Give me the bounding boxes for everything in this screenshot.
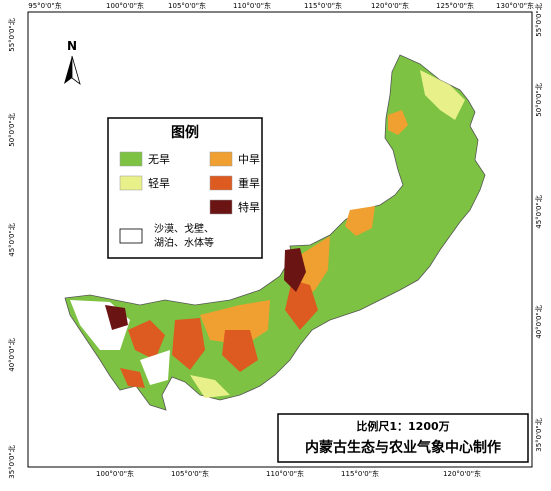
credit: 内蒙古生态与农业气象中心制作 [305, 439, 501, 456]
patch [284, 248, 306, 292]
latitude-label: 45°0'0"北 [535, 195, 543, 228]
latitude-label: 35°0'0"北 [8, 445, 16, 478]
longitude-label: 120°0'0"东 [443, 469, 481, 478]
legend-label: 无旱 [148, 153, 170, 166]
patch [345, 206, 375, 236]
legend-swatch [119, 175, 143, 191]
patch [300, 236, 330, 300]
patch [128, 320, 165, 360]
patch [120, 368, 145, 388]
legend-swatch [119, 228, 143, 244]
legend-swatch [209, 199, 233, 215]
legend-swatch [209, 151, 233, 167]
longitude-label: 105°0'0"东 [168, 1, 206, 10]
legend-label: 中旱 [238, 153, 260, 166]
patch [200, 300, 270, 345]
region [64, 54, 486, 411]
legend-swatch [119, 151, 143, 167]
north-arrow: N [64, 39, 81, 86]
latitude-label: 55°0'0"北 [535, 3, 543, 36]
longitude-label: 115°0'0"东 [304, 1, 342, 10]
legend-label: 轻旱 [148, 176, 170, 190]
patch [190, 375, 230, 398]
latitude-label: 55°0'0"北 [8, 18, 16, 51]
latitude-label: 40°0'0"北 [535, 305, 543, 338]
longitude-label: 120°0'0"东 [371, 1, 409, 10]
region-outline [64, 54, 486, 411]
longitude-label: 110°0'0"东 [266, 469, 304, 478]
longitude-label: 115°0'0"东 [341, 469, 379, 478]
longitude-label: 100°0'0"东 [96, 469, 134, 478]
latitude-label: 40°0'0"北 [8, 338, 16, 371]
map-frame [27, 11, 533, 468]
patch [105, 305, 128, 330]
patch [285, 280, 318, 330]
longitude-label: 100°0'0"东 [106, 1, 144, 10]
north-label: N [67, 39, 77, 53]
legend-label: 重旱 [238, 176, 260, 190]
arrow [71, 55, 81, 86]
legend-swatch [209, 175, 233, 191]
scale: 比例尺1：1200万 [356, 419, 449, 433]
latitude-label: 45°0'0"北 [8, 223, 16, 256]
legend-label: 沙漠、戈壁、 [154, 222, 214, 235]
patch [388, 110, 408, 135]
latitude-label: 35°0'0"北 [535, 418, 543, 451]
latitude-label: 50°0'0"北 [8, 113, 16, 146]
longitude-label: 95°0'0"东 [28, 1, 61, 10]
patch [172, 318, 205, 370]
longitude-label: 110°0'0"东 [233, 1, 271, 10]
arrow [64, 56, 72, 84]
legend-title: 图例 [171, 124, 199, 141]
latitude-label: 50°0'0"北 [535, 83, 543, 116]
scale-box [277, 413, 529, 463]
patch [420, 70, 465, 120]
longitude-label: 105°0'0"东 [171, 469, 209, 478]
legend-label: 特旱 [238, 200, 260, 214]
legend-label: 湖泊、水体等 [154, 236, 214, 249]
longitude-label: 130°0'0"东 [496, 1, 534, 10]
patch [222, 330, 258, 372]
patch [140, 350, 170, 385]
longitude-label: 125°0'0"东 [436, 1, 474, 10]
